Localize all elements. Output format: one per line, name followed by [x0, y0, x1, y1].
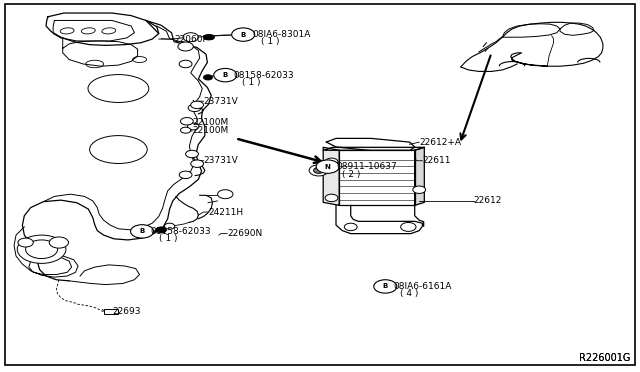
Text: 22612: 22612: [474, 196, 502, 205]
Text: B: B: [241, 32, 246, 38]
Text: 22100M: 22100M: [192, 118, 228, 126]
Text: 22100M: 22100M: [192, 126, 228, 135]
Text: B: B: [140, 228, 145, 234]
Text: 08158-62033: 08158-62033: [234, 71, 294, 80]
Text: B: B: [223, 72, 228, 78]
Circle shape: [232, 28, 255, 41]
Circle shape: [188, 104, 201, 112]
Circle shape: [180, 127, 191, 133]
Text: 22060P: 22060P: [174, 35, 208, 44]
Circle shape: [179, 171, 192, 179]
Circle shape: [180, 118, 193, 125]
Circle shape: [49, 237, 68, 248]
Text: ( 1 ): ( 1 ): [242, 78, 260, 87]
Circle shape: [179, 60, 192, 68]
Circle shape: [204, 35, 212, 40]
Circle shape: [156, 227, 166, 233]
Text: 23731V: 23731V: [204, 97, 238, 106]
Circle shape: [178, 42, 193, 51]
Text: ( 2 ): ( 2 ): [342, 170, 361, 179]
Text: 23731V: 23731V: [204, 156, 238, 165]
Circle shape: [314, 167, 324, 173]
Circle shape: [131, 225, 154, 238]
Circle shape: [191, 160, 204, 167]
Text: ( 4 ): ( 4 ): [400, 289, 419, 298]
Text: 24211H: 24211H: [208, 208, 243, 217]
Text: ( 1 ): ( 1 ): [159, 234, 177, 243]
Circle shape: [325, 194, 338, 202]
Circle shape: [183, 33, 198, 42]
Text: R226001G: R226001G: [579, 353, 630, 363]
Text: N: N: [324, 164, 331, 170]
Circle shape: [188, 123, 199, 130]
Text: 08IA6-6161A: 08IA6-6161A: [394, 282, 452, 291]
Text: 22611: 22611: [422, 156, 451, 165]
Circle shape: [191, 101, 204, 109]
Circle shape: [309, 165, 328, 176]
Circle shape: [214, 68, 237, 82]
Polygon shape: [323, 147, 339, 205]
Text: R226001G: R226001G: [579, 353, 630, 363]
Text: ( 1 ): ( 1 ): [261, 37, 280, 46]
Circle shape: [17, 235, 66, 263]
Polygon shape: [415, 147, 424, 205]
Circle shape: [164, 223, 175, 229]
Circle shape: [18, 238, 33, 247]
Circle shape: [413, 186, 426, 193]
Text: 22693: 22693: [112, 307, 141, 316]
Circle shape: [374, 280, 397, 293]
Circle shape: [401, 222, 416, 231]
Circle shape: [204, 75, 212, 80]
Polygon shape: [323, 147, 424, 150]
FancyBboxPatch shape: [104, 309, 118, 314]
Circle shape: [205, 35, 214, 40]
Text: B: B: [383, 283, 388, 289]
Circle shape: [325, 158, 338, 166]
Text: 08158-62033: 08158-62033: [150, 227, 211, 236]
Circle shape: [26, 240, 58, 259]
Circle shape: [218, 190, 233, 199]
Text: 22612+A: 22612+A: [419, 138, 461, 147]
Circle shape: [186, 150, 198, 158]
Text: 22690N: 22690N: [227, 229, 262, 238]
FancyBboxPatch shape: [339, 150, 415, 205]
Text: 08IA6-8301A: 08IA6-8301A: [253, 30, 311, 39]
Circle shape: [316, 160, 339, 173]
Text: 08911-10637: 08911-10637: [336, 162, 397, 171]
Circle shape: [344, 223, 357, 231]
